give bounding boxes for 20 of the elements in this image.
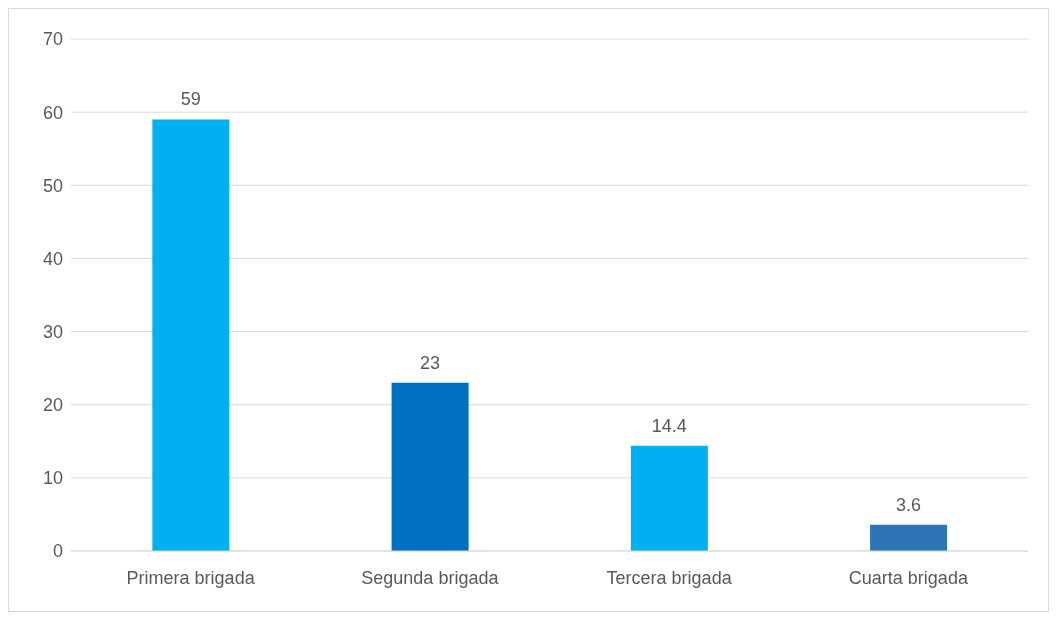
data-label: 3.6 [896,494,922,515]
data-label: 59 [180,89,201,110]
y-tick-label: 10 [42,468,63,489]
bar [630,445,708,551]
bar [870,524,948,551]
y-tick-label: 0 [52,541,63,562]
x-tick-label: Segunda brigada [361,567,500,588]
y-tick-label: 40 [42,248,63,269]
y-tick-label: 30 [42,321,63,342]
data-label: 23 [420,352,441,373]
bar [152,119,230,551]
y-tick-label: 50 [42,175,63,196]
x-tick-label: Tercera brigada [606,567,733,588]
y-tick-label: 70 [42,29,63,50]
y-tick-label: 20 [42,395,63,416]
y-tick-label: 60 [42,102,63,123]
bar [391,382,469,551]
x-tick-label: Primera brigada [126,567,256,588]
data-label: 14.4 [651,415,687,436]
x-tick-label: Cuarta brigada [848,567,969,588]
